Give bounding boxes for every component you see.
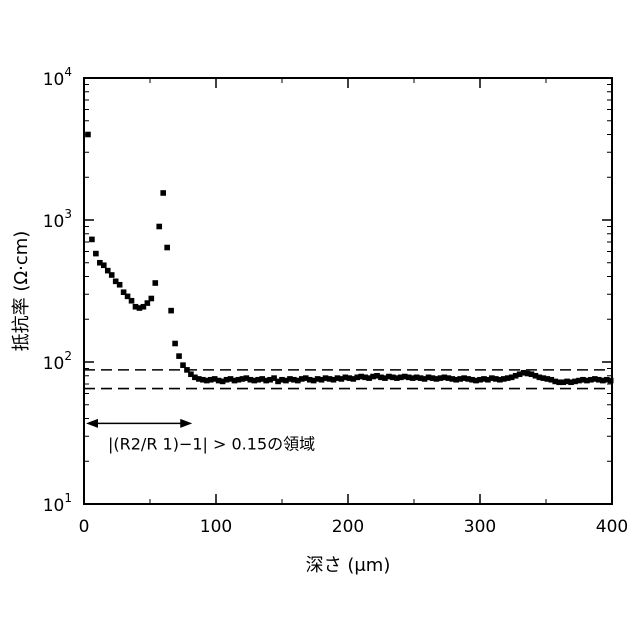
y-tick-label: 102 [43,349,72,374]
y-axis-title: 抵抗率 (Ω·cm) [11,231,32,352]
annotation-text: |(R2/R 1)−1| > 0.15の領域 [108,434,315,453]
x-tick-label: 400 [596,517,628,537]
annotation-arrowhead-right [180,419,192,428]
data-markers [85,132,613,385]
x-tick-labels: 0 100 200 300 400 [79,517,629,537]
data-point [109,272,115,278]
x-tick-label: 100 [200,517,232,537]
data-point [164,245,170,251]
data-point [156,224,162,230]
data-point [160,190,166,196]
x-tick-label: 0 [79,517,90,537]
x-axis-title: 深さ (μm) [306,555,391,576]
data-point [89,237,95,243]
data-point [129,298,135,304]
data-point [168,308,174,314]
annotation-arrowhead-left [86,419,98,428]
data-point [152,280,158,286]
y-tick-label: 103 [43,207,72,232]
y-tick-labels: 101 102 103 104 [43,65,72,516]
x-tick-label: 300 [464,517,496,537]
y-tick-label: 101 [43,491,72,516]
data-point [176,353,182,359]
data-point [101,262,107,268]
y-tick-label: 104 [43,65,72,90]
annotation: |(R2/R 1)−1| > 0.15の領域 [86,419,315,454]
data-point [172,341,178,347]
x-tick-label: 200 [332,517,364,537]
data-point [93,251,99,257]
data-point [117,282,123,288]
data-point [149,296,155,302]
